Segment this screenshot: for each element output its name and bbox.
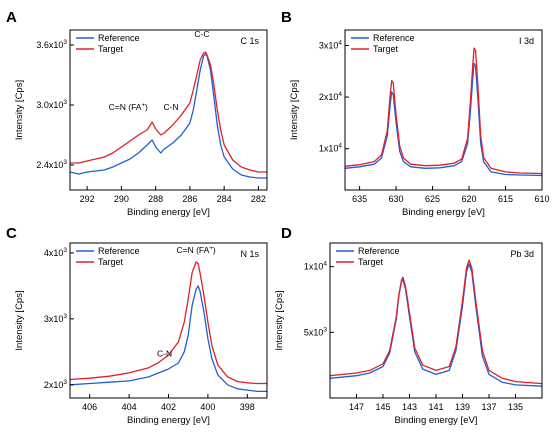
- y-tick-label: 2.4x103: [36, 159, 67, 170]
- series-group: [70, 261, 267, 393]
- legend-label: Target: [358, 257, 384, 267]
- core-level-tag: N 1s: [240, 249, 259, 259]
- x-axis-label: Binding energy [eV]: [395, 415, 478, 426]
- legend-label: Target: [373, 44, 399, 54]
- x-tick-label: 404: [122, 402, 137, 412]
- peak-annotation: C-C: [194, 29, 209, 39]
- y-tick-label: 3x104: [319, 39, 343, 50]
- x-tick-label: 139: [455, 402, 470, 412]
- x-axis-label: Binding energy [eV]: [402, 207, 485, 218]
- x-tick-label: 284: [217, 194, 232, 204]
- series-line-reference: [345, 62, 542, 177]
- x-tick-label: 137: [481, 402, 496, 412]
- x-tick-label: 141: [428, 402, 443, 412]
- legend-label: Reference: [358, 246, 400, 256]
- x-tick-label: 143: [402, 402, 417, 412]
- panel-letter: D: [281, 225, 292, 242]
- series-line-target: [330, 259, 542, 385]
- y-axis-label: Intensity [Cps]: [289, 80, 300, 140]
- series-group: [330, 259, 542, 387]
- x-tick-label: 290: [114, 194, 129, 204]
- legend-label: Target: [98, 44, 124, 54]
- series-line-target: [70, 51, 267, 173]
- panel-c: C 406 404 402 400 398 2x103 3x103 4x103 Binding e…: [6, 225, 268, 426]
- x-tick-label: 625: [425, 194, 440, 204]
- series-line-reference: [70, 53, 267, 179]
- panel-letter: C: [6, 225, 17, 242]
- x-tick-label: 635: [352, 194, 367, 204]
- series-line-target: [345, 47, 542, 175]
- legend-label: Reference: [98, 246, 140, 256]
- y-tick-label: 3.6x103: [36, 39, 67, 50]
- x-tick-label: 630: [389, 194, 404, 204]
- x-tick-label: 398: [240, 402, 255, 412]
- x-tick-label: 145: [375, 402, 390, 412]
- y-axis-label: Intensity [Cps]: [274, 290, 285, 350]
- plot-frame: [69, 29, 268, 191]
- peak-annotation: C-N: [164, 102, 179, 112]
- y-axis-label: Intensity [Cps]: [14, 80, 25, 140]
- y-axis-label: Intensity [Cps]: [14, 290, 25, 350]
- x-axis-label: Binding energy [eV]: [127, 207, 210, 218]
- x-tick-label: 288: [148, 194, 163, 204]
- legend-label: Target: [98, 257, 124, 267]
- x-tick-label: 620: [462, 194, 477, 204]
- x-tick-label: 400: [200, 402, 215, 412]
- x-tick-label: 292: [80, 194, 95, 204]
- y-tick-label: 2x103: [44, 379, 68, 390]
- series-group: [70, 51, 267, 179]
- plot-frame: [344, 29, 543, 191]
- x-tick-label: 286: [182, 194, 197, 204]
- peak-annotation: C-N: [157, 348, 172, 358]
- peak-annotation: C=N (FA+): [176, 245, 215, 255]
- x-tick-label: 282: [251, 194, 266, 204]
- y-tick-label: 5x103: [304, 326, 328, 337]
- x-tick-label: 406: [82, 402, 97, 412]
- x-tick-label: 147: [349, 402, 364, 412]
- y-tick-label: 2x104: [319, 91, 343, 102]
- x-tick-label: 402: [161, 402, 176, 412]
- y-tick-label: 1x104: [304, 261, 328, 272]
- panel-b: B 635 630 625 620 615 610 1x104 2x104 3x104 Bindin…: [281, 9, 550, 218]
- panel-a: A 292 290 288 286 284 282 2.4x103 3.0x103 3.6x103…: [6, 9, 268, 218]
- core-level-tag: I 3d: [519, 36, 534, 46]
- y-tick-label: 4x103: [44, 247, 68, 258]
- x-axis-label: Binding energy [eV]: [127, 415, 210, 426]
- y-tick-label: 3x103: [44, 313, 68, 324]
- panel-d: D 147 145 143 141 139 137 135 5x103 1x104 Binding …: [274, 225, 543, 426]
- y-tick-label: 3.0x103: [36, 99, 67, 110]
- x-tick-label: 615: [498, 194, 513, 204]
- core-level-tag: Pb 3d: [510, 249, 534, 259]
- peak-annotation: C=N (FA+): [109, 102, 148, 112]
- series-line-reference: [330, 263, 542, 387]
- x-tick-label: 610: [534, 194, 549, 204]
- series-line-target: [70, 261, 267, 385]
- panel-letter: A: [6, 9, 17, 26]
- legend-label: Reference: [98, 33, 140, 43]
- panel-letter: B: [281, 9, 292, 26]
- y-tick-label: 1x104: [319, 143, 343, 154]
- series-line-reference: [70, 285, 267, 393]
- series-group: [345, 47, 542, 177]
- x-tick-label: 135: [508, 402, 523, 412]
- legend-label: Reference: [373, 33, 415, 43]
- core-level-tag: C 1s: [240, 36, 259, 46]
